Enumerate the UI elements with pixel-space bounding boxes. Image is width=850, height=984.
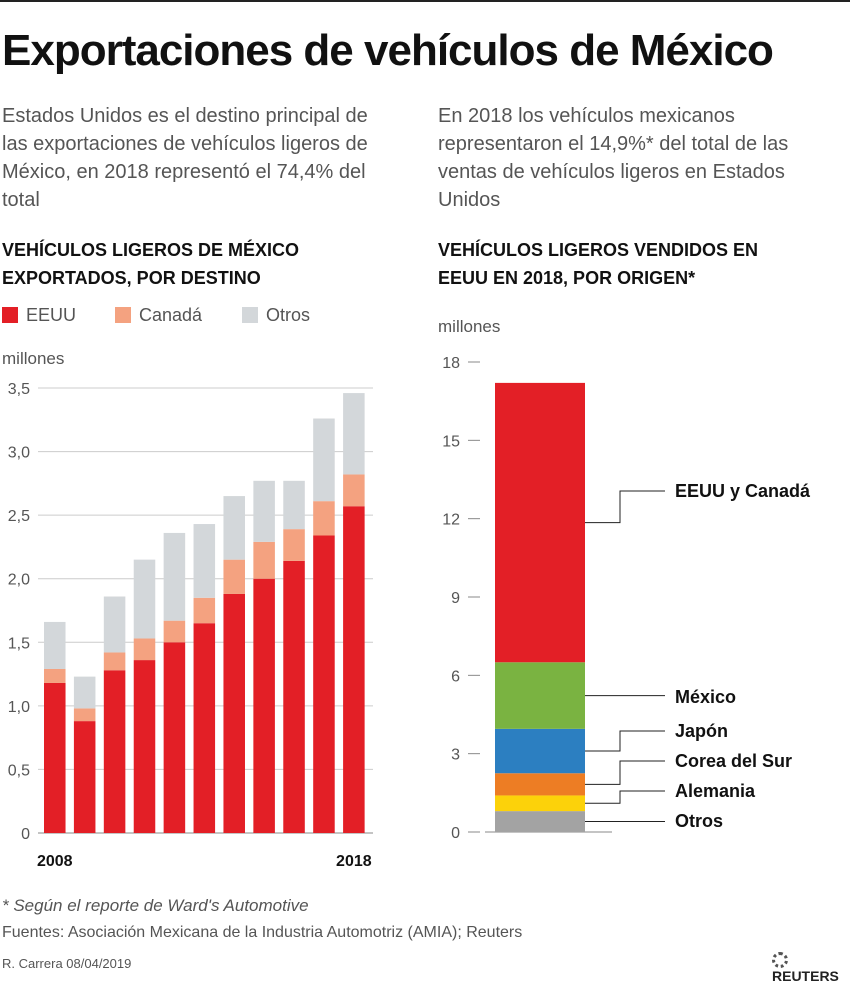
legend-label-otros: Otros [266, 305, 311, 325]
bar-eeuu-2010 [103, 670, 126, 833]
left-y-tick-label: 1,5 [8, 635, 30, 652]
bar-otros-2015 [253, 480, 275, 542]
stack-jap-n [495, 728, 585, 774]
bar-otros-2012 [163, 532, 186, 621]
bar-eeuu-2009 [73, 721, 96, 833]
left-chart: 0 0,5 1,0 1,5 2,0 2,5 3,0 3,5 2008 2018 [8, 381, 373, 870]
legend-label-eeuu: EEUU [26, 305, 77, 325]
bar-eeuu-2018 [343, 506, 365, 833]
right-chart-title: VEHÍCULOS LIGEROS VENDIDOS EN EEUU EN 20… [438, 240, 759, 288]
label-corea-del-sur: Corea del Sur [675, 751, 792, 771]
left-y-tick-label: 2,5 [8, 508, 30, 525]
credit: R. Carrera 08/04/2019 [2, 956, 132, 971]
bar-canada-2013 [193, 597, 216, 624]
left-y-tick-label: 3,5 [8, 381, 30, 398]
bar-otros-2008 [44, 621, 66, 669]
stack-otros [495, 811, 585, 832]
legend-item-eeuu: EEUU [2, 305, 76, 326]
right-y-tick-label: 12 [442, 512, 460, 529]
leader-corea-del-sur [585, 760, 665, 785]
bar-otros-2009 [73, 676, 96, 709]
right-y-unit: millones [438, 317, 501, 336]
bar-canada-2016 [283, 529, 305, 561]
right-y-tick-label: 3 [451, 747, 460, 764]
left-y-tick-label: 0 [21, 826, 30, 843]
leader-jap-n [585, 730, 665, 752]
legend-swatch-otros [242, 307, 258, 323]
left-y-tick-label: 3,0 [8, 445, 30, 462]
bar-eeuu-2014 [223, 593, 245, 833]
bar-canada-2010 [103, 652, 126, 671]
bar-otros-2016 [283, 480, 305, 530]
label-jap-n: Japón [675, 721, 728, 741]
stack-alemania [495, 795, 585, 812]
label-otros: Otros [675, 811, 723, 831]
left-y-tick-label: 2,0 [8, 572, 30, 589]
legend-item-otros: Otros [242, 305, 310, 326]
leader-alemania [585, 790, 665, 804]
legend-swatch-eeuu [2, 307, 18, 323]
bar-canada-2008 [44, 668, 66, 683]
right-y-tick-label: 6 [451, 668, 460, 685]
sources: Fuentes: Asociación Mexicana de la Indus… [2, 924, 523, 941]
right-y-tick-label: 18 [442, 355, 460, 372]
label-eeuu-y-canad-: EEUU y Canadá [675, 481, 811, 501]
bar-canada-2015 [253, 541, 275, 579]
left-description: Estados Unidos es el destino principal d… [2, 105, 368, 211]
legend-label-canada: Canadá [139, 305, 203, 325]
reuters-logo-text: REUTERS [772, 968, 839, 984]
bar-otros-2014 [223, 496, 245, 560]
bar-canada-2009 [73, 708, 96, 722]
bar-canada-2014 [223, 559, 245, 594]
stack-corea-del-sur [495, 773, 585, 796]
legend-swatch-canada [115, 307, 131, 323]
reuters-logo-icon [772, 952, 788, 968]
stack-eeuu-y-canad- [495, 382, 585, 663]
bar-eeuu-2012 [163, 642, 186, 833]
right-y-tick-label: 15 [442, 433, 460, 450]
bar-eeuu-2017 [313, 535, 335, 833]
bar-otros-2010 [103, 596, 126, 653]
leader-eeuu-y-canad- [585, 490, 665, 524]
footnote: * Según el reporte de Ward's Automotive [2, 896, 309, 915]
bar-eeuu-2015 [253, 578, 275, 833]
left-chart-title: VEHÍCULOS LIGEROS DE MÉXICO EXPORTADOS, … [2, 240, 300, 288]
right-y-tick-label: 0 [451, 825, 460, 842]
bar-otros-2018 [343, 393, 365, 475]
bar-canada-2012 [163, 620, 186, 643]
left-y-unit: millones [2, 349, 65, 368]
bar-eeuu-2008 [44, 682, 66, 833]
bar-eeuu-2016 [283, 560, 305, 833]
left-x-tick-label-first: 2008 [37, 853, 73, 870]
right-chart: 0 3 6 9 12 15 18 Otros Alemania Corea del Sur Japó… [442, 355, 811, 842]
label-m-xico: México [675, 687, 736, 707]
page-title: Exportaciones de vehículos de México [2, 26, 774, 75]
top-rule [0, 0, 850, 2]
reuters-logo: REUTERS [772, 952, 850, 984]
left-x-tick-label-last: 2018 [336, 853, 372, 870]
bar-otros-2011 [133, 559, 156, 639]
right-description: En 2018 los vehículos mexicanos represen… [438, 105, 789, 211]
bar-otros-2013 [193, 524, 216, 598]
right-y-tick-label: 9 [451, 590, 460, 607]
left-y-tick-label: 0,5 [8, 762, 30, 779]
bar-canada-2011 [133, 638, 156, 661]
bar-eeuu-2011 [133, 660, 156, 833]
label-alemania: Alemania [675, 781, 756, 801]
bar-otros-2017 [313, 418, 335, 502]
stack-m-xico [495, 662, 585, 729]
left-y-tick-label: 1,0 [8, 699, 30, 716]
bar-canada-2017 [313, 501, 335, 536]
legend-item-canada: Canadá [115, 305, 202, 326]
bar-eeuu-2013 [193, 623, 216, 833]
bar-canada-2018 [343, 474, 365, 507]
